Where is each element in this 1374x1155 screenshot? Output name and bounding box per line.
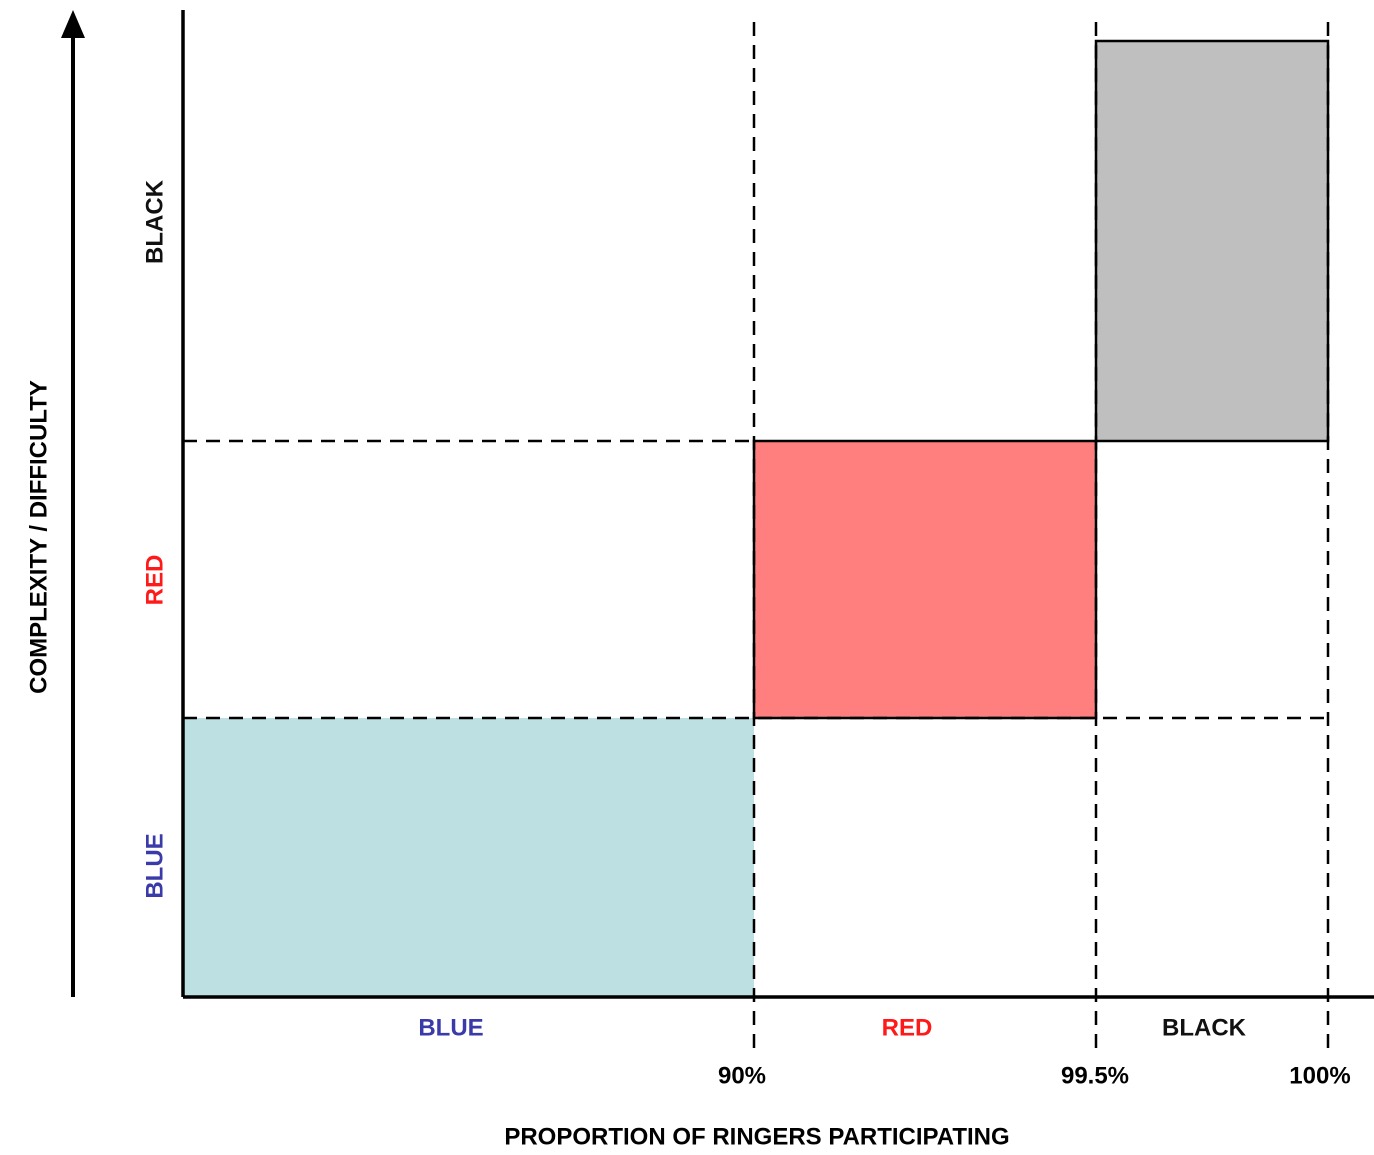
red-block (752, 439, 1098, 720)
x-level-label-blue: BLUE (418, 1014, 483, 1041)
blue-block (183, 718, 754, 997)
dashed-grid (183, 22, 1330, 1048)
black-block (1094, 39, 1330, 443)
y-axis-arrowhead-icon (61, 10, 85, 38)
y-axis-title: COMPLEXITY / DIFFICULTY (25, 380, 52, 694)
y-level-label-blue: BLUE (141, 833, 168, 898)
x-level-label-red: RED (882, 1014, 933, 1041)
x-level-label-black: BLACK (1162, 1014, 1247, 1041)
y-level-label-black: BLACK (141, 179, 168, 264)
x-axis-title: PROPORTION OF RINGERS PARTICIPATING (504, 1123, 1009, 1150)
tick-label-100: 100% (1289, 1062, 1350, 1089)
y-level-label-red: RED (141, 555, 168, 606)
tick-label-90: 90% (718, 1062, 766, 1089)
tick-label-99-5: 99.5% (1061, 1062, 1129, 1089)
